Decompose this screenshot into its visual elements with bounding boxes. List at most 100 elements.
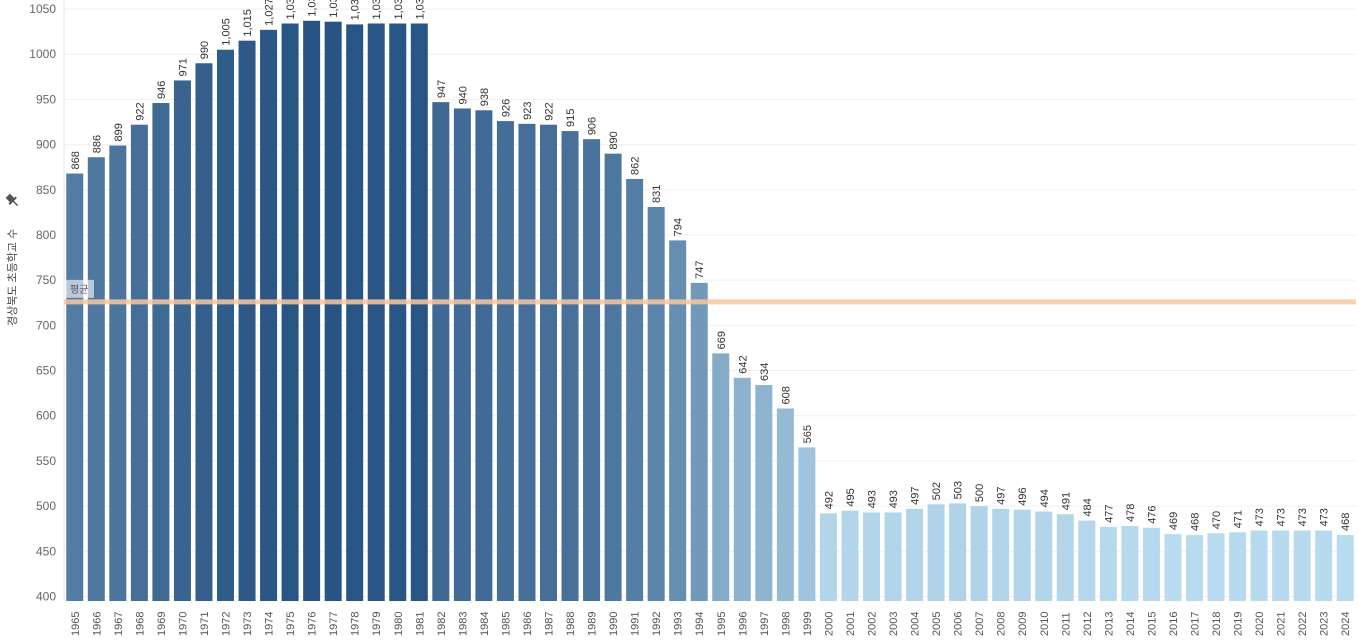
bar (303, 20, 321, 602)
bar (260, 29, 278, 602)
data-label: 899 (113, 123, 125, 141)
x-tick-label: 2019 (1233, 612, 1245, 636)
bar (992, 508, 1010, 601)
x-tick-label: 2000 (823, 612, 835, 636)
bar (1056, 514, 1074, 601)
bar (819, 513, 837, 601)
x-tick-label: 2021 (1276, 612, 1288, 636)
data-label: 493 (888, 490, 900, 508)
data-label: 1,036 (328, 0, 340, 18)
x-tick-label: 1980 (393, 612, 405, 636)
bar (863, 512, 880, 601)
y-tick-label: 500 (36, 499, 56, 513)
x-tick-label: 1977 (328, 612, 340, 636)
bar (949, 503, 967, 601)
x-tick-label: 2020 (1254, 612, 1266, 636)
data-label: 926 (500, 99, 512, 117)
bar (669, 240, 687, 601)
data-label: 494 (1039, 489, 1051, 507)
bar (1207, 533, 1225, 601)
data-label: 915 (565, 109, 577, 127)
x-tick-label: 2018 (1211, 612, 1223, 636)
y-axis-ticks: 400 450 500 550 600 650 700 750 800 850 900 950 1000… (29, 2, 56, 603)
bar (1078, 520, 1096, 601)
x-tick-label: 1993 (673, 612, 685, 636)
bar (540, 124, 557, 601)
data-label: 923 (522, 101, 534, 119)
bar (733, 377, 751, 601)
x-tick-label: 2014 (1125, 612, 1137, 636)
bar (346, 24, 364, 602)
data-label: 491 (1060, 492, 1072, 510)
x-tick-label: 1988 (565, 612, 577, 636)
x-tick-label: 2022 (1297, 612, 1309, 636)
bar (324, 21, 342, 601)
x-tick-label: 1982 (436, 612, 448, 636)
data-label: 476 (1146, 505, 1158, 523)
gridlines (63, 0, 1356, 601)
x-tick-label: 1967 (113, 612, 125, 636)
bar (195, 63, 213, 601)
bars (66, 20, 1354, 602)
bar (1099, 526, 1117, 601)
data-label: 468 (1190, 513, 1202, 531)
bar (1272, 530, 1290, 601)
x-tick-label: 2013 (1103, 612, 1115, 636)
x-tick-label: 1986 (522, 612, 534, 636)
x-tick-label: 1985 (500, 612, 512, 636)
x-tick-label: 1969 (156, 612, 168, 636)
x-tick-label: 2006 (953, 612, 965, 636)
bar (1142, 527, 1160, 601)
data-label: 1,034 (285, 0, 297, 19)
x-tick-label: 1978 (350, 612, 362, 636)
bar (970, 506, 988, 601)
pin-icon (5, 193, 19, 207)
x-tick-label: 1999 (802, 612, 814, 636)
data-label: 906 (587, 117, 599, 135)
x-tick-label: 2012 (1082, 612, 1094, 636)
x-tick-label: 1991 (630, 612, 642, 636)
bar (367, 23, 385, 602)
data-label: 831 (651, 185, 663, 203)
bar (906, 508, 924, 601)
bar (583, 139, 601, 601)
bar (389, 23, 407, 602)
x-tick-label: 2009 (1017, 612, 1029, 636)
x-tick-label: 1997 (759, 612, 771, 636)
data-label: 493 (867, 490, 879, 508)
bar (1164, 534, 1182, 601)
data-label: 495 (845, 488, 857, 506)
bar (755, 385, 773, 601)
data-label: 477 (1103, 505, 1115, 523)
data-label: 492 (823, 491, 835, 509)
data-label: 497 (910, 486, 922, 504)
x-tick-label: 1970 (177, 612, 189, 636)
data-label: 971 (177, 58, 189, 76)
x-tick-label: 1981 (414, 612, 426, 636)
bar (561, 131, 579, 602)
x-tick-label: 1968 (134, 612, 146, 636)
bar (410, 23, 428, 602)
data-label: 473 (1319, 508, 1331, 526)
y-tick-label: 450 (36, 544, 56, 558)
data-label: 473 (1276, 508, 1288, 526)
y-tick-label: 850 (36, 183, 56, 197)
bar (238, 40, 256, 601)
bar (496, 121, 514, 601)
reference-label: 평균 (70, 284, 88, 296)
data-label: 1,034 (371, 0, 383, 19)
y-tick-label: 600 (36, 409, 56, 423)
bar (475, 110, 493, 602)
data-label: 471 (1233, 510, 1245, 528)
x-tick-label: 1995 (716, 612, 728, 636)
data-label: 634 (759, 363, 771, 381)
x-tick-label: 1974 (264, 612, 276, 636)
x-tick-label: 1983 (457, 612, 469, 636)
x-tick-label: 1998 (780, 612, 792, 636)
bar (1336, 535, 1354, 601)
bar (1121, 525, 1139, 601)
data-label: 946 (156, 81, 168, 99)
x-tick-label: 2008 (996, 612, 1008, 636)
data-labels: 868 886 899 922 946 971 990 1,005 1,015 1,027 1,03… (70, 0, 1352, 531)
x-tick-label: 2004 (910, 612, 922, 636)
